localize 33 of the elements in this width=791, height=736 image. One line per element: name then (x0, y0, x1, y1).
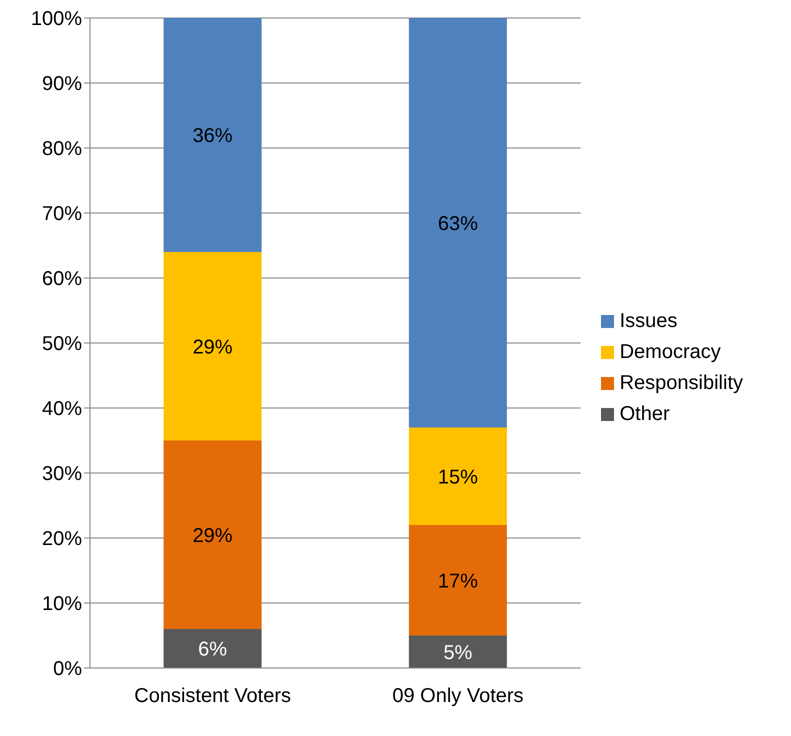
legend-label: Responsibility (620, 372, 743, 395)
data-label: 29% (192, 524, 233, 547)
y-tick-label: 50% (42, 333, 82, 356)
data-label: 15% (438, 466, 478, 488)
y-tick-label: 0% (53, 658, 82, 680)
y-tick-label: 100% (30, 8, 82, 30)
x-tick-label: 09 Only Voters (392, 685, 524, 708)
data-label: 6% (198, 638, 228, 661)
y-tick-label: 90% (42, 73, 82, 96)
bar (164, 629, 262, 668)
y-tick-label: 70% (42, 203, 82, 226)
y-tick-label: 30% (42, 463, 82, 486)
data-label: 5% (443, 642, 473, 664)
data-label: 17% (438, 570, 478, 592)
y-tick-label: 20% (42, 528, 82, 550)
bar (408, 636, 507, 668)
legend-label: Issues (620, 310, 678, 333)
data-label: 36% (192, 125, 233, 148)
bar (164, 252, 262, 440)
bar (408, 18, 507, 428)
data-label: 29% (192, 336, 233, 358)
bar (164, 440, 262, 629)
bar (408, 428, 507, 525)
legend-label: Democracy (620, 341, 721, 364)
y-tick-label: 60% (42, 268, 82, 290)
legend-label: Other (620, 403, 670, 426)
data-label: 63% (438, 212, 478, 235)
bar (408, 525, 507, 636)
y-tick-label: 10% (42, 593, 82, 616)
bar (164, 18, 262, 252)
y-tick-label: 40% (42, 398, 82, 420)
y-tick-label: 80% (42, 138, 82, 160)
x-tick-label: Consistent Voters (134, 685, 292, 708)
